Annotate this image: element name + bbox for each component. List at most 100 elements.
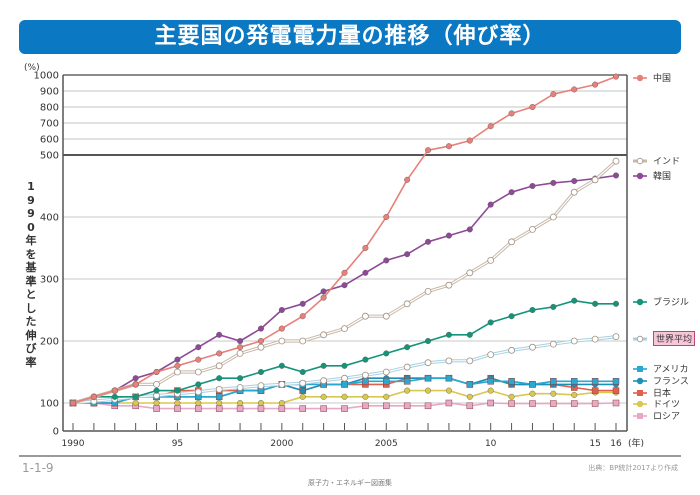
- series-ドイツ-point-2010: [487, 387, 494, 394]
- series-ロシア-point-2004: [362, 402, 369, 410]
- series-韓国-point-1999: [257, 325, 264, 332]
- legend-item-韓国: 韓国: [632, 169, 671, 182]
- series-アメリカ-point-2012: [529, 381, 536, 388]
- series-ブラジル-point-2003: [341, 362, 348, 369]
- series-日本-point-2015: [591, 387, 599, 394]
- series-ブラジル-point-2010: [487, 319, 494, 326]
- y-tick-label-300: 300: [40, 275, 59, 286]
- series-ロシア-point-2014: [570, 400, 578, 407]
- series-インド-point-2013: [549, 213, 557, 221]
- series-ロシア-point-2002: [320, 405, 327, 412]
- y-tick-label-1000: 1000: [34, 71, 59, 82]
- y-tick-label-800: 800: [40, 103, 59, 114]
- series-中国-point-2013: [550, 91, 557, 98]
- legend-label: インド: [653, 157, 681, 167]
- series-ロシア-point-2006: [403, 402, 411, 410]
- series-世界平均-point-1998: [236, 384, 244, 391]
- legend-marker-icon: [633, 377, 647, 384]
- series-ドイツ-point-1997: [216, 400, 223, 407]
- series-世界平均-point-2014: [570, 337, 578, 345]
- series-ドイツ-point-1993: [132, 400, 139, 407]
- x-tick-label-2015: 15: [589, 439, 600, 449]
- series-アメリカ-point-2005: [383, 378, 390, 385]
- series-韓国-point-2008: [445, 232, 452, 239]
- series-インド-point-2016: [612, 157, 620, 165]
- series-アメリカ-point-2011: [508, 378, 515, 385]
- series-中国-point-2002: [320, 294, 327, 301]
- series-韓国-point-1996: [195, 344, 202, 351]
- series-インド-point-2004: [361, 312, 369, 320]
- series-インド-point-2015: [591, 176, 599, 184]
- legend-item-ブラジル: ブラジル: [632, 295, 689, 308]
- series-アメリカ-point-2003: [341, 381, 348, 388]
- legend-label: 中国: [653, 74, 672, 84]
- series-ドイツ-point-1994: [153, 400, 160, 407]
- legend-item-インド: インド: [632, 154, 680, 167]
- y-tick-label-400: 400: [40, 213, 59, 224]
- legend-item-中国: 中国: [632, 71, 671, 84]
- legend-item-ロシア: ロシア: [632, 409, 680, 422]
- series-ロシア-point-2009: [466, 402, 474, 410]
- legend-label: ドイツ: [653, 400, 681, 410]
- series-韓国-point-2001: [299, 300, 306, 307]
- series-ドイツ-point-2008: [445, 387, 452, 394]
- series-中国-point-2007: [425, 147, 432, 154]
- series-ブラジル-point-2008: [445, 331, 452, 338]
- series-ロシア-point-2016: [612, 399, 620, 407]
- series-ロシア-point-1998: [236, 405, 244, 412]
- series-インド-point-2009: [466, 269, 474, 277]
- series-ブラジル-point-1994: [153, 387, 160, 394]
- series-インド-point-1997: [215, 362, 223, 370]
- series-世界平均-point-2013: [549, 340, 557, 348]
- series-中国-point-2004: [362, 244, 369, 251]
- series-韓国-point-1998: [237, 338, 244, 345]
- series-中国-point-2009: [466, 137, 473, 144]
- series-ロシア-point-2008: [445, 399, 453, 407]
- series-韓国-point-2011: [508, 189, 515, 196]
- series-韓国-point-2010: [487, 201, 494, 208]
- series-ロシア-point-2012: [529, 400, 536, 407]
- source-note: 出典：BP統計2017より作成: [588, 464, 678, 472]
- series-韓国-point-2016: [613, 172, 620, 179]
- series-韓国-point-1993: [132, 375, 139, 382]
- page-number: 1-1-9: [22, 461, 54, 475]
- series-インド-point-2005: [382, 312, 390, 320]
- legend-marker-icon: [633, 400, 647, 407]
- series-フランス-point-2001: [299, 387, 306, 394]
- series-世界平均-point-1996: [194, 388, 202, 396]
- series-中国-point-2016: [613, 73, 620, 80]
- series-ドイツ-point-1996: [195, 400, 202, 407]
- series-中国-point-2005: [383, 213, 390, 220]
- series-インド-point-2007: [424, 287, 432, 295]
- series-ドイツ-point-2011: [508, 393, 515, 400]
- book-title: 原子力・エネルギー図面集: [308, 479, 392, 487]
- series-ブラジル-point-2001: [299, 369, 306, 376]
- series-アメリカ-point-2013: [550, 378, 557, 385]
- series-中国-point-1994: [153, 369, 160, 376]
- series-世界平均-point-2003: [341, 374, 348, 382]
- series-ロシア-point-1994: [153, 405, 160, 412]
- series-ブラジル-point-2007: [425, 338, 432, 345]
- series-ロシア-point-1996: [195, 405, 202, 412]
- series-韓国-point-2006: [404, 251, 411, 258]
- series-中国-point-1999: [257, 338, 264, 345]
- series-世界平均-point-2002: [320, 377, 328, 385]
- y-tick-label-0: 0: [53, 427, 59, 438]
- series-世界平均-point-2001: [299, 379, 307, 387]
- series-韓国-point-2000: [278, 307, 285, 314]
- series-ブラジル-point-2005: [383, 350, 390, 357]
- series-中国-point-2015: [592, 81, 599, 88]
- legend-label: 韓国: [653, 172, 672, 182]
- series-インド-point-2006: [403, 300, 411, 308]
- y-tick-label-100: 100: [40, 399, 59, 410]
- series-ブラジル-point-2002: [320, 362, 327, 369]
- y-tick-label-600: 600: [40, 135, 59, 146]
- series-中国-point-1998: [237, 344, 244, 351]
- series-インド-point-2014: [570, 188, 578, 196]
- series-ドイツ-point-2012: [529, 390, 536, 397]
- series-アメリカ-point-2007: [424, 374, 432, 382]
- series-ブラジル-point-2004: [362, 356, 369, 363]
- legend-marker-icon: [633, 298, 647, 305]
- series-中国-point-2012: [529, 103, 536, 110]
